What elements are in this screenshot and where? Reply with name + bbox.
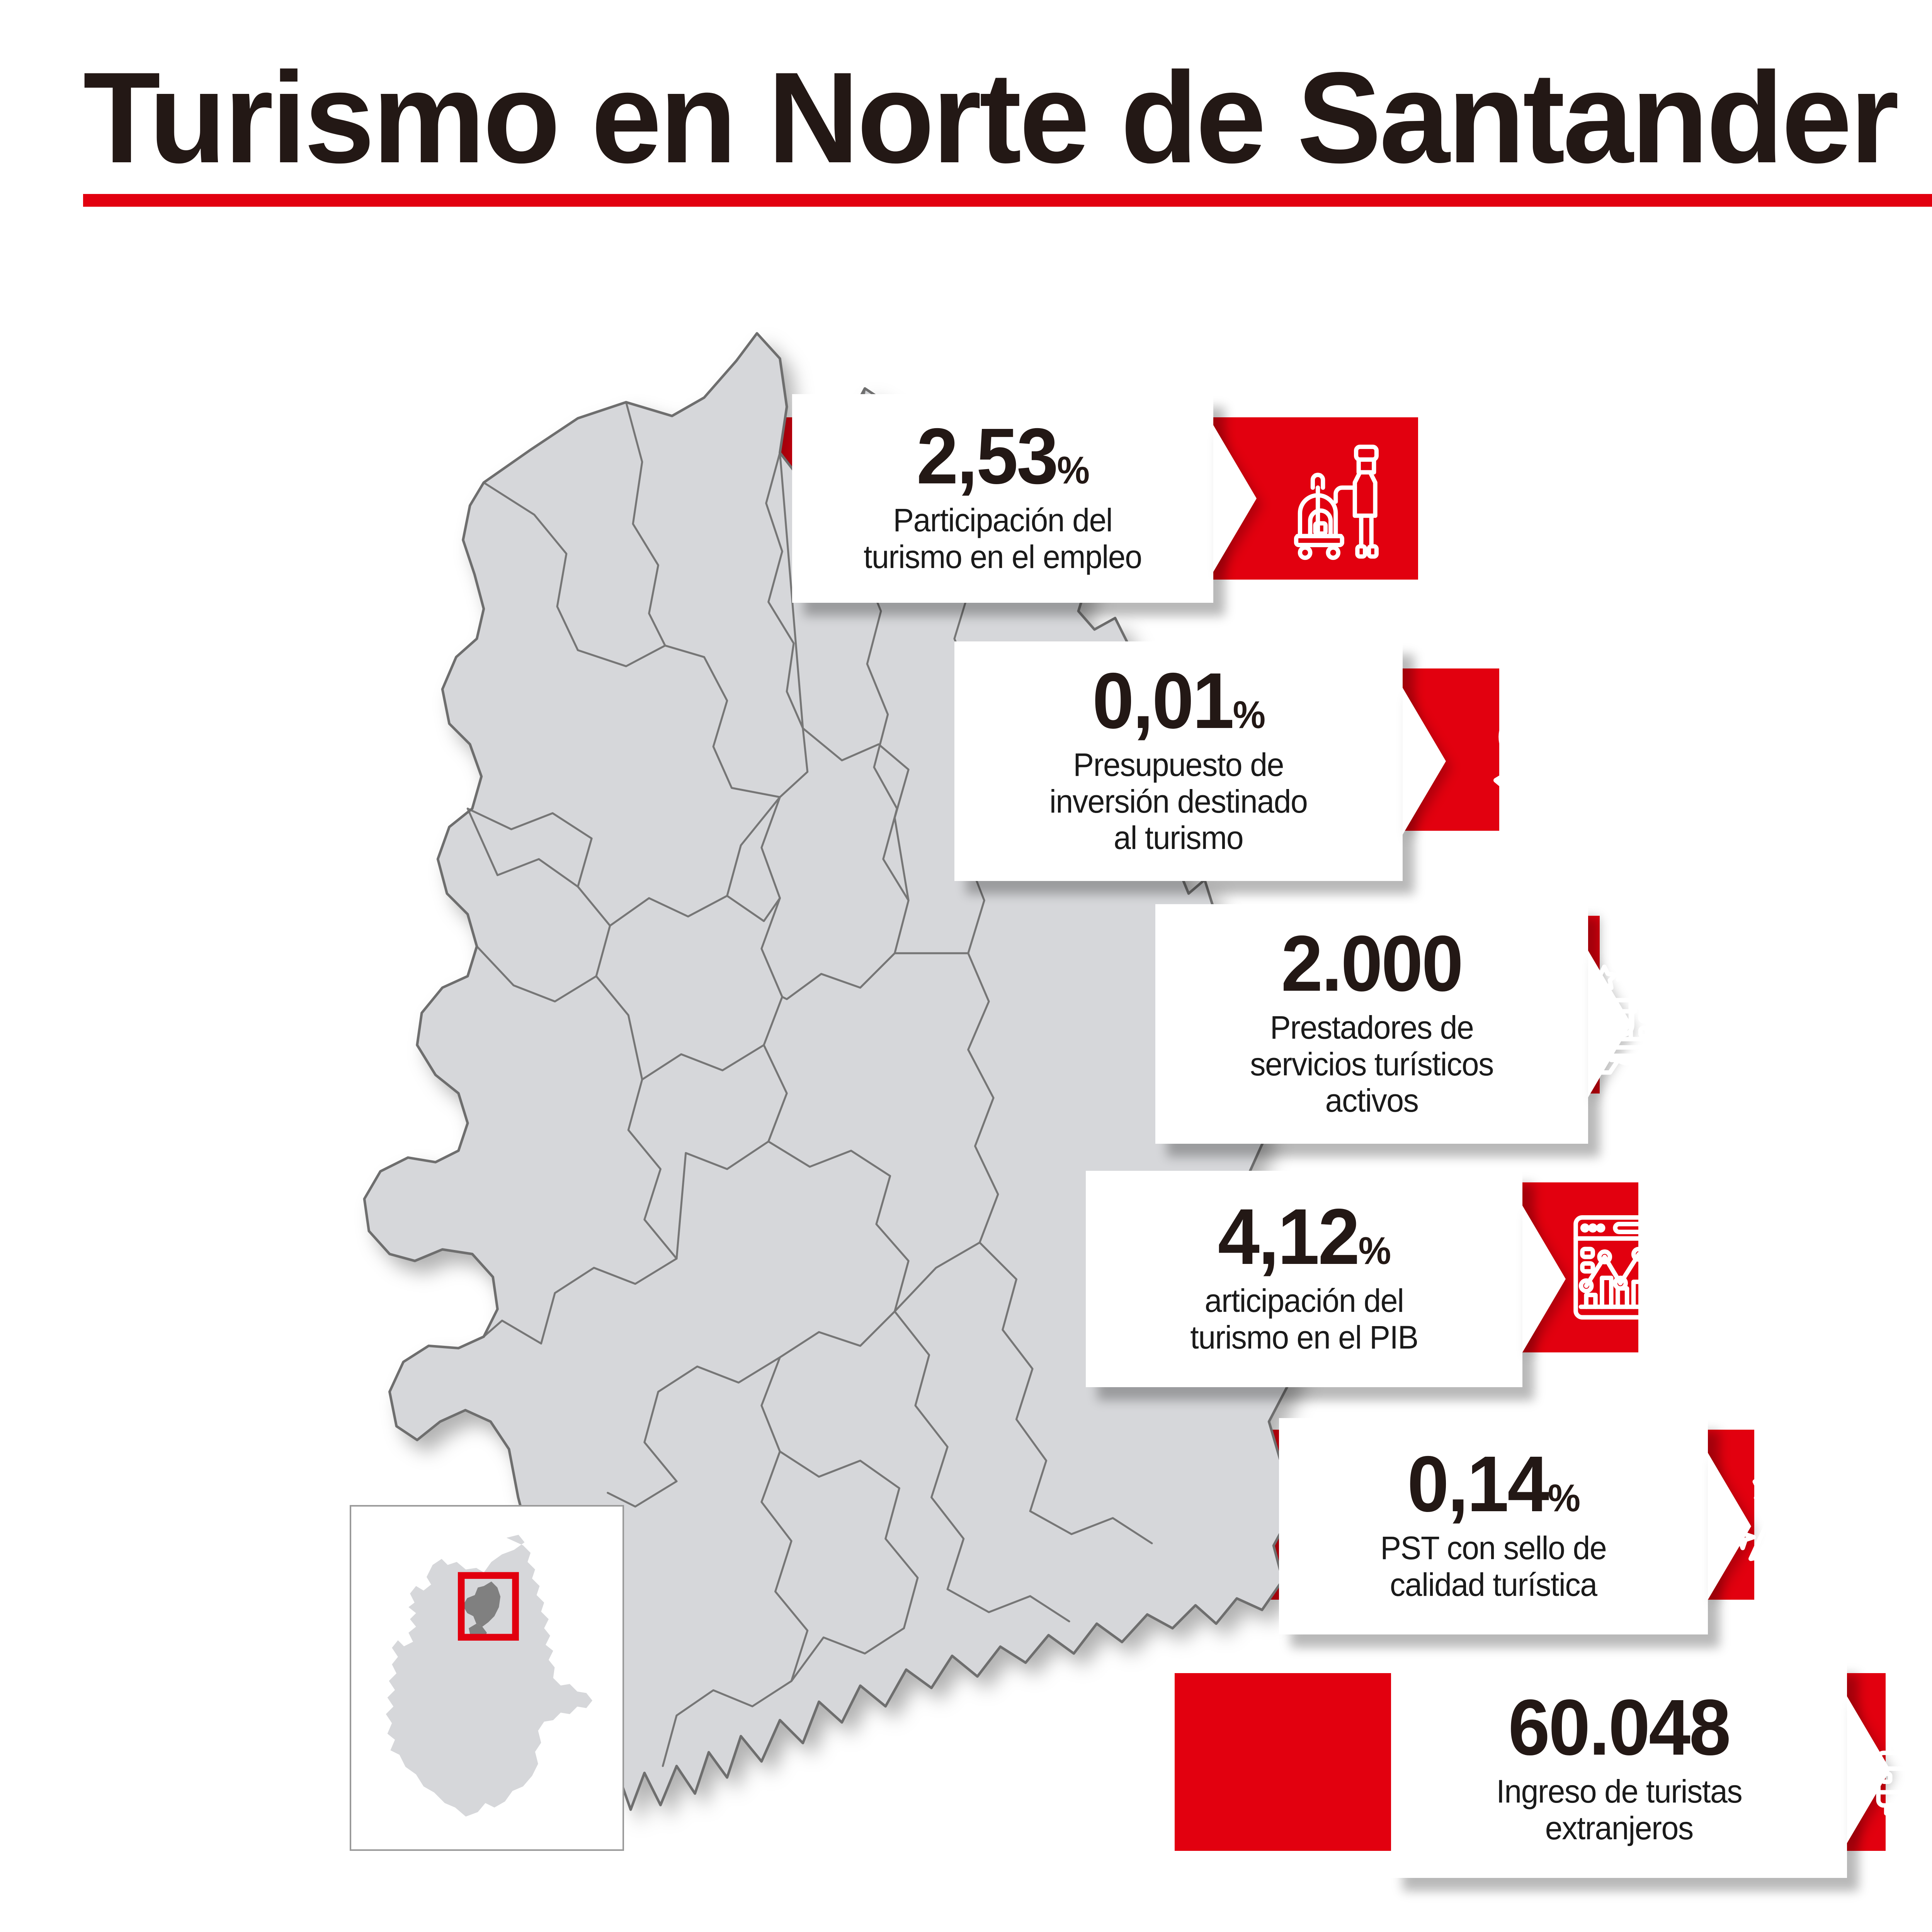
title-underline-rule (83, 194, 1932, 207)
title-block: Turismo en Norte de Santander (83, 45, 1932, 207)
bellhop-luggage-cart-icon (1267, 427, 1414, 574)
stat-value-2: 2.000 (1281, 919, 1464, 1008)
stat-card-0: 2,53% Participación del turismo en el em… (792, 394, 1213, 603)
stat-value-0: 2,53% (916, 412, 1089, 501)
traveler-suitcase-icon (1847, 1685, 1932, 1832)
stat-label-1: Presupuesto de inversión destinado al tu… (1049, 747, 1308, 856)
quality-seal-bell-icon (1708, 1437, 1859, 1588)
stat-label-3: articipación del turismo en el PIB (1190, 1282, 1418, 1355)
stat-label-2: Prestadores de servicios turísticos acti… (1250, 1009, 1494, 1119)
stat-value-1: 0,01% (1092, 656, 1265, 745)
stat-value-4: 0,14% (1407, 1440, 1580, 1529)
stat-card-2: 2.000 Prestadores de servicios turístico… (1155, 904, 1588, 1144)
stat-card-4: 0,14% PST con sello de calidad turística (1279, 1418, 1708, 1634)
stat-card-1: 0,01% Presupuesto de inversión destinado… (954, 641, 1403, 881)
globe-plane-dollar-icon (1464, 688, 1604, 827)
colombia-locator-map (350, 1505, 624, 1851)
stat-label-4: PST con sello de calidad turística (1380, 1530, 1607, 1603)
browser-chart-icon (1542, 1194, 1689, 1341)
hotel-five-stars-icon (1569, 931, 1723, 1086)
stat-value-3: 4,12% (1218, 1192, 1391, 1281)
stat-card-3: 4,12% articipación del turismo en el PIB (1086, 1171, 1522, 1387)
stat-label-5: Ingreso de turistas extranjeros (1496, 1773, 1742, 1846)
stat-label-0: Participación del turismo en el empleo (864, 502, 1142, 575)
page-title: Turismo en Norte de Santander (83, 45, 1899, 190)
map-and-stats-stage: 2,53% Participación del turismo en el em… (0, 247, 1932, 1932)
stat-value-5: 60.048 (1508, 1683, 1731, 1772)
stat-card-5: 60.048 Ingreso de turistas extranjeros (1391, 1662, 1847, 1878)
